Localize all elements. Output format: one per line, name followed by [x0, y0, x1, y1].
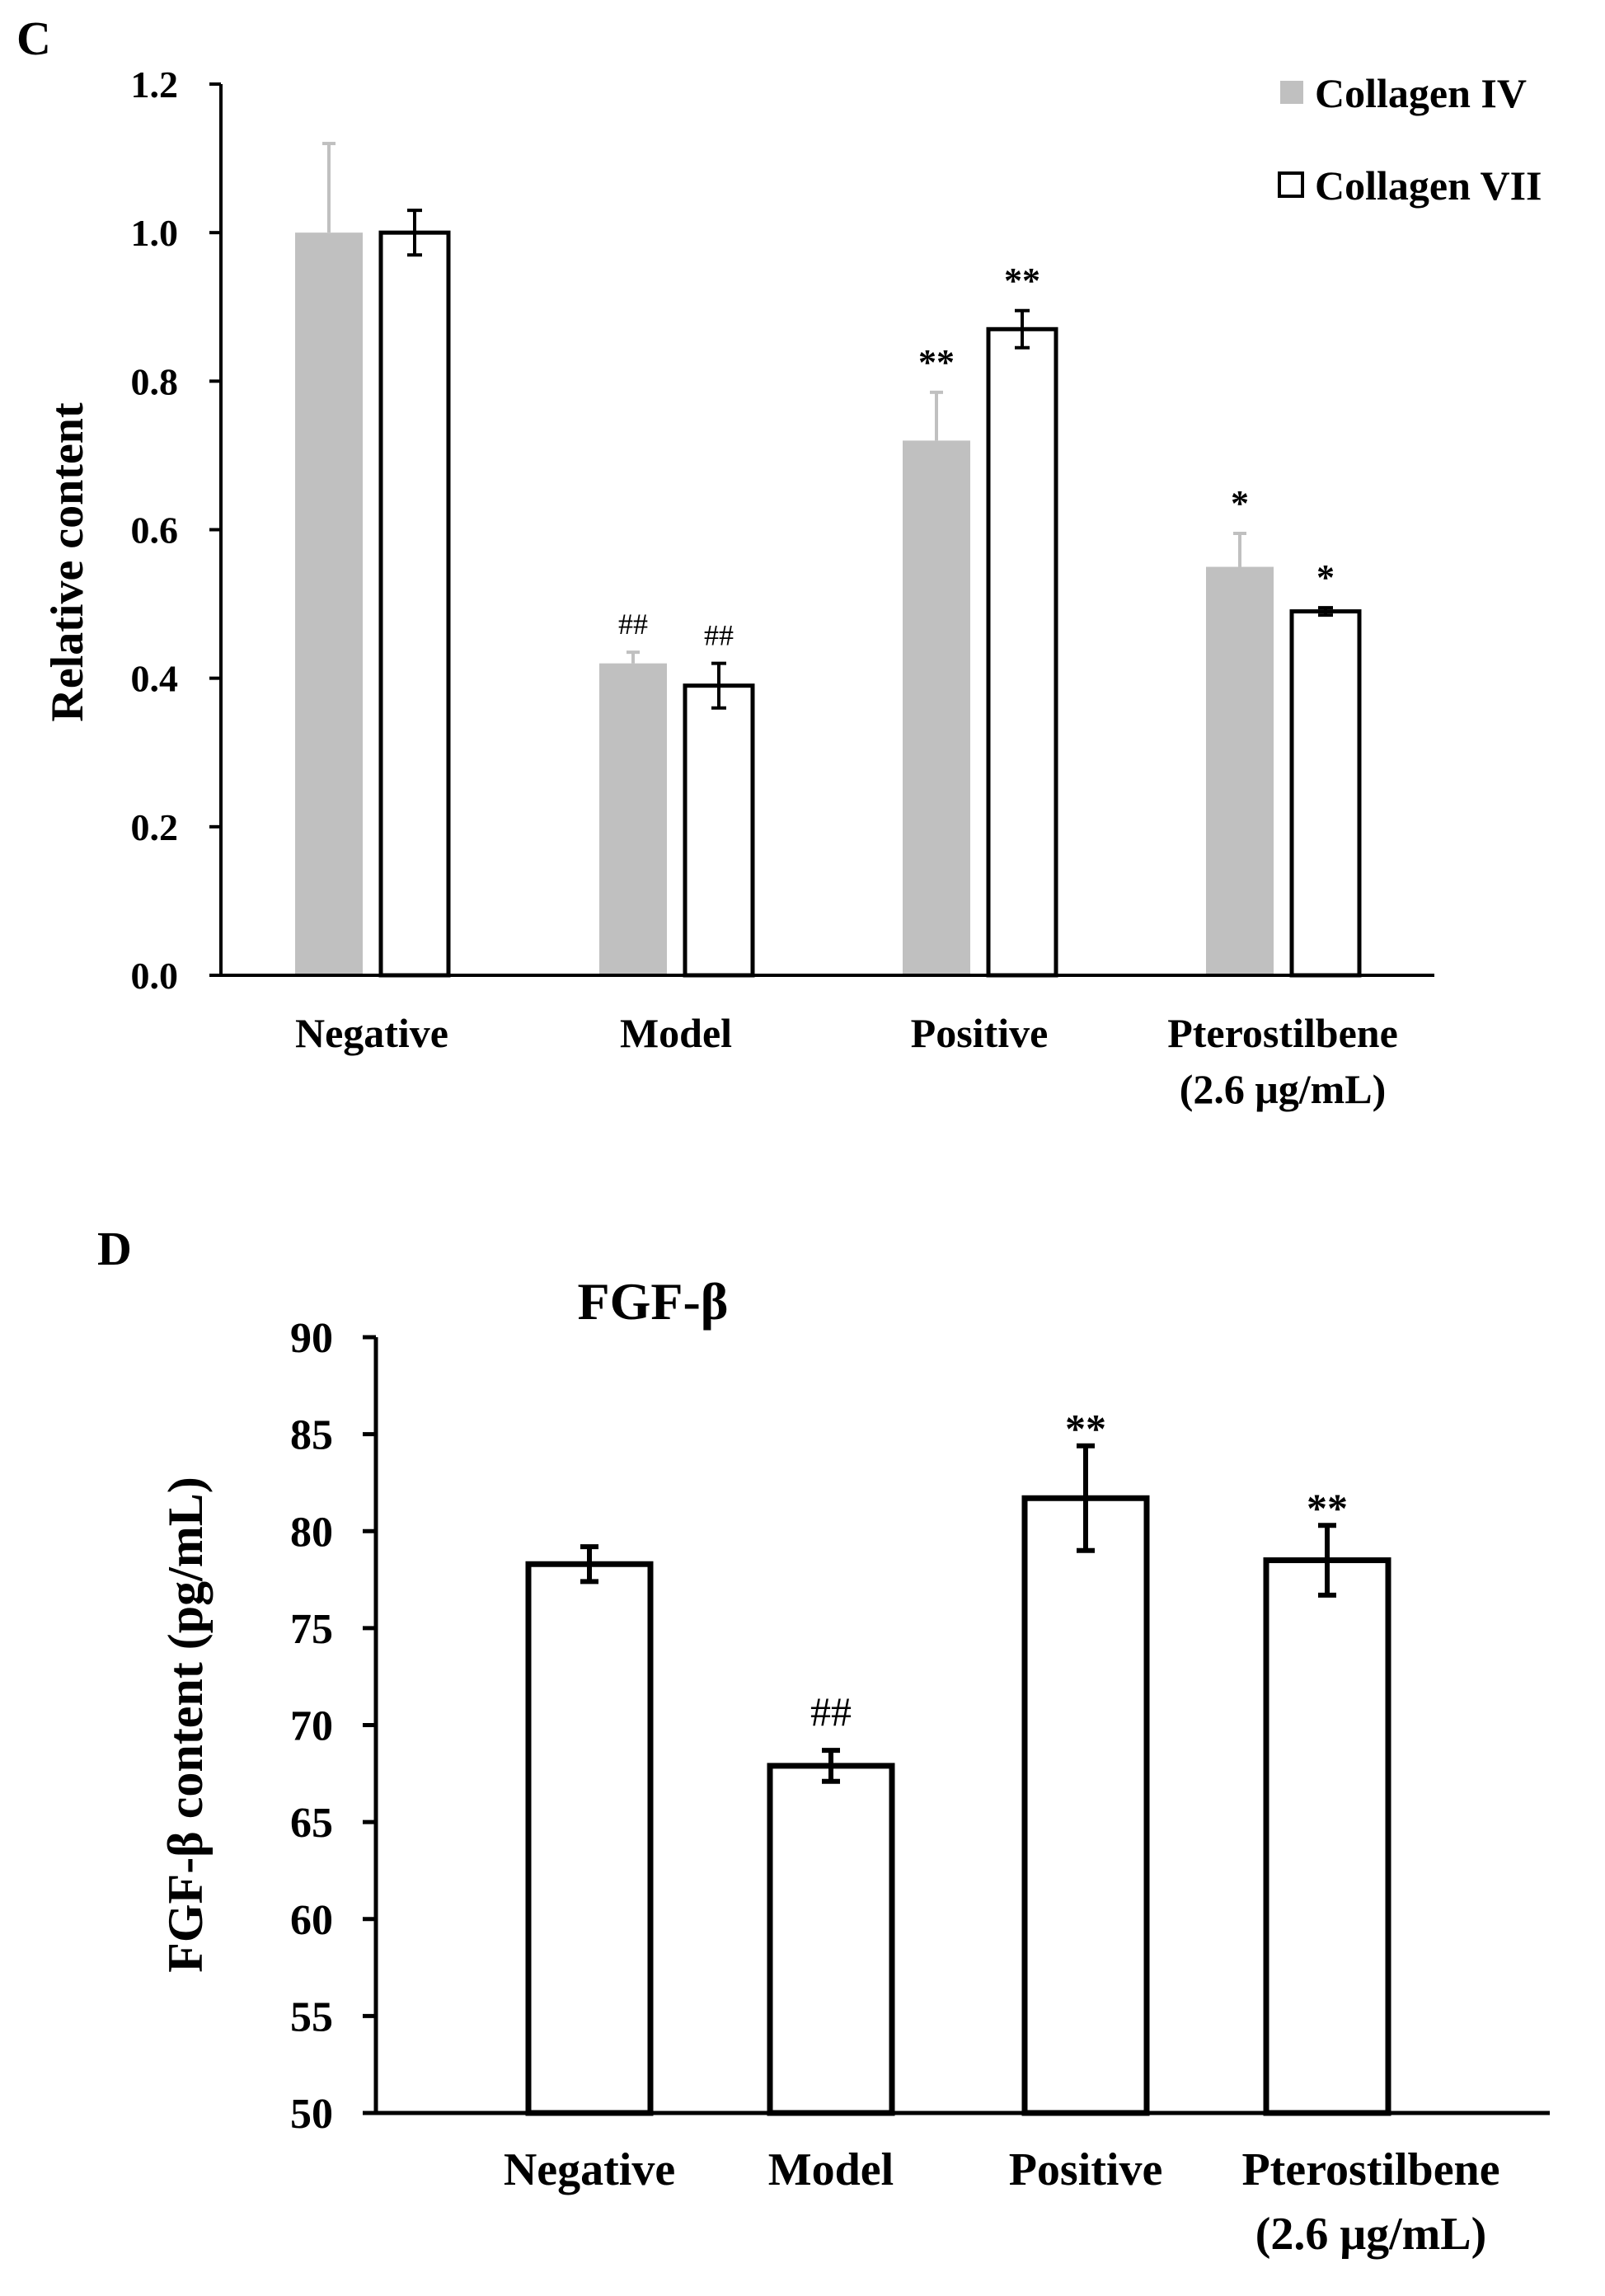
bar-c-0-0	[295, 232, 363, 976]
x-tick-label-c: Pterostilbene	[1167, 1010, 1398, 1056]
y-tick-label-c: 0.4	[131, 658, 179, 700]
panel-c: C0.00.20.40.60.81.01.2##***##***Negative…	[16, 12, 1542, 1112]
x-tick-label-c: Model	[620, 1010, 732, 1056]
y-tick-label-d: 85	[290, 1412, 333, 1459]
bar-c-1-0	[378, 230, 451, 978]
x-tick-label-d: Pterostilbene	[1241, 2144, 1499, 2195]
bar-c-1-1	[683, 683, 755, 978]
x-tick-label-d: Positive	[1009, 2144, 1163, 2195]
panel-c-label: C	[16, 12, 51, 65]
bar-d-1	[767, 1763, 895, 2116]
bar-c-0-2	[903, 440, 970, 975]
legend-label-collagen-vii: Collagen VII	[1315, 162, 1542, 209]
significance-mark-c: ##	[618, 608, 648, 641]
x-tick-label-d: Model	[768, 2144, 894, 2195]
bar-c-0-3	[1206, 566, 1274, 975]
y-tick-label-d: 50	[290, 2091, 333, 2138]
panel-d: D FGF-β 50 55 60 65 70 75 80 85 90 ## ** ** Negative Mo…	[97, 1222, 1550, 2260]
bar-d-0	[525, 1561, 654, 2116]
bar-c-1-2	[986, 326, 1058, 978]
legend-label-collagen-iv: Collagen IV	[1315, 70, 1527, 116]
bar-c-1-3	[1289, 609, 1362, 978]
panel-d-label: D	[97, 1222, 132, 1275]
x-tick-label-d: Negative	[504, 2144, 675, 2195]
y-tick-label-c: 0.2	[131, 806, 179, 848]
y-axis-label-d: FGF-β content (pg/mL)	[158, 1477, 213, 1973]
significance-mark-c: **	[918, 342, 955, 383]
x-tick-label-c: Positive	[911, 1010, 1049, 1056]
y-tick-label-c: 1.0	[131, 212, 179, 254]
y-tick-label-c: 1.2	[131, 63, 179, 106]
significance-mark-c: *	[1316, 557, 1335, 598]
significance-mark-c: **	[1004, 261, 1040, 301]
y-tick-label-c: 0.8	[131, 360, 179, 402]
significance-mark-d: ##	[810, 1688, 852, 1735]
significance-mark-c: *	[1231, 483, 1249, 524]
y-tick-label-d: 80	[290, 1509, 333, 1556]
chart-title-d: FGF-β	[578, 1272, 729, 1331]
significance-mark-d: **	[1065, 1406, 1106, 1452]
y-tick-label-d: 55	[290, 1993, 333, 2040]
y-tick-label-c: 0.0	[131, 955, 179, 997]
bar-d-2	[1021, 1495, 1150, 2116]
x-tick-label-d: (2.6 μg/mL)	[1255, 2209, 1487, 2260]
y-tick-label-c: 0.6	[131, 509, 179, 552]
x-tick-label-c: (2.6 μg/mL)	[1180, 1066, 1387, 1112]
x-tick-label-c: Negative	[295, 1010, 448, 1056]
y-axis-label-c: Relative content	[42, 402, 93, 722]
bar-d-3	[1263, 1557, 1391, 2116]
bar-c-0-1	[599, 663, 667, 975]
y-tick-label-d: 60	[290, 1897, 333, 1944]
y-tick-label-d: 65	[290, 1800, 333, 1847]
y-tick-label-d: 70	[290, 1703, 333, 1750]
legend-swatch-collagen-iv	[1280, 81, 1303, 104]
legend-swatch-collagen-vii	[1278, 171, 1304, 198]
significance-mark-d: **	[1307, 1485, 1348, 1531]
y-tick-label-d: 75	[290, 1606, 333, 1653]
significance-mark-c: ##	[704, 619, 734, 652]
y-tick-label-d: 90	[290, 1315, 333, 1362]
